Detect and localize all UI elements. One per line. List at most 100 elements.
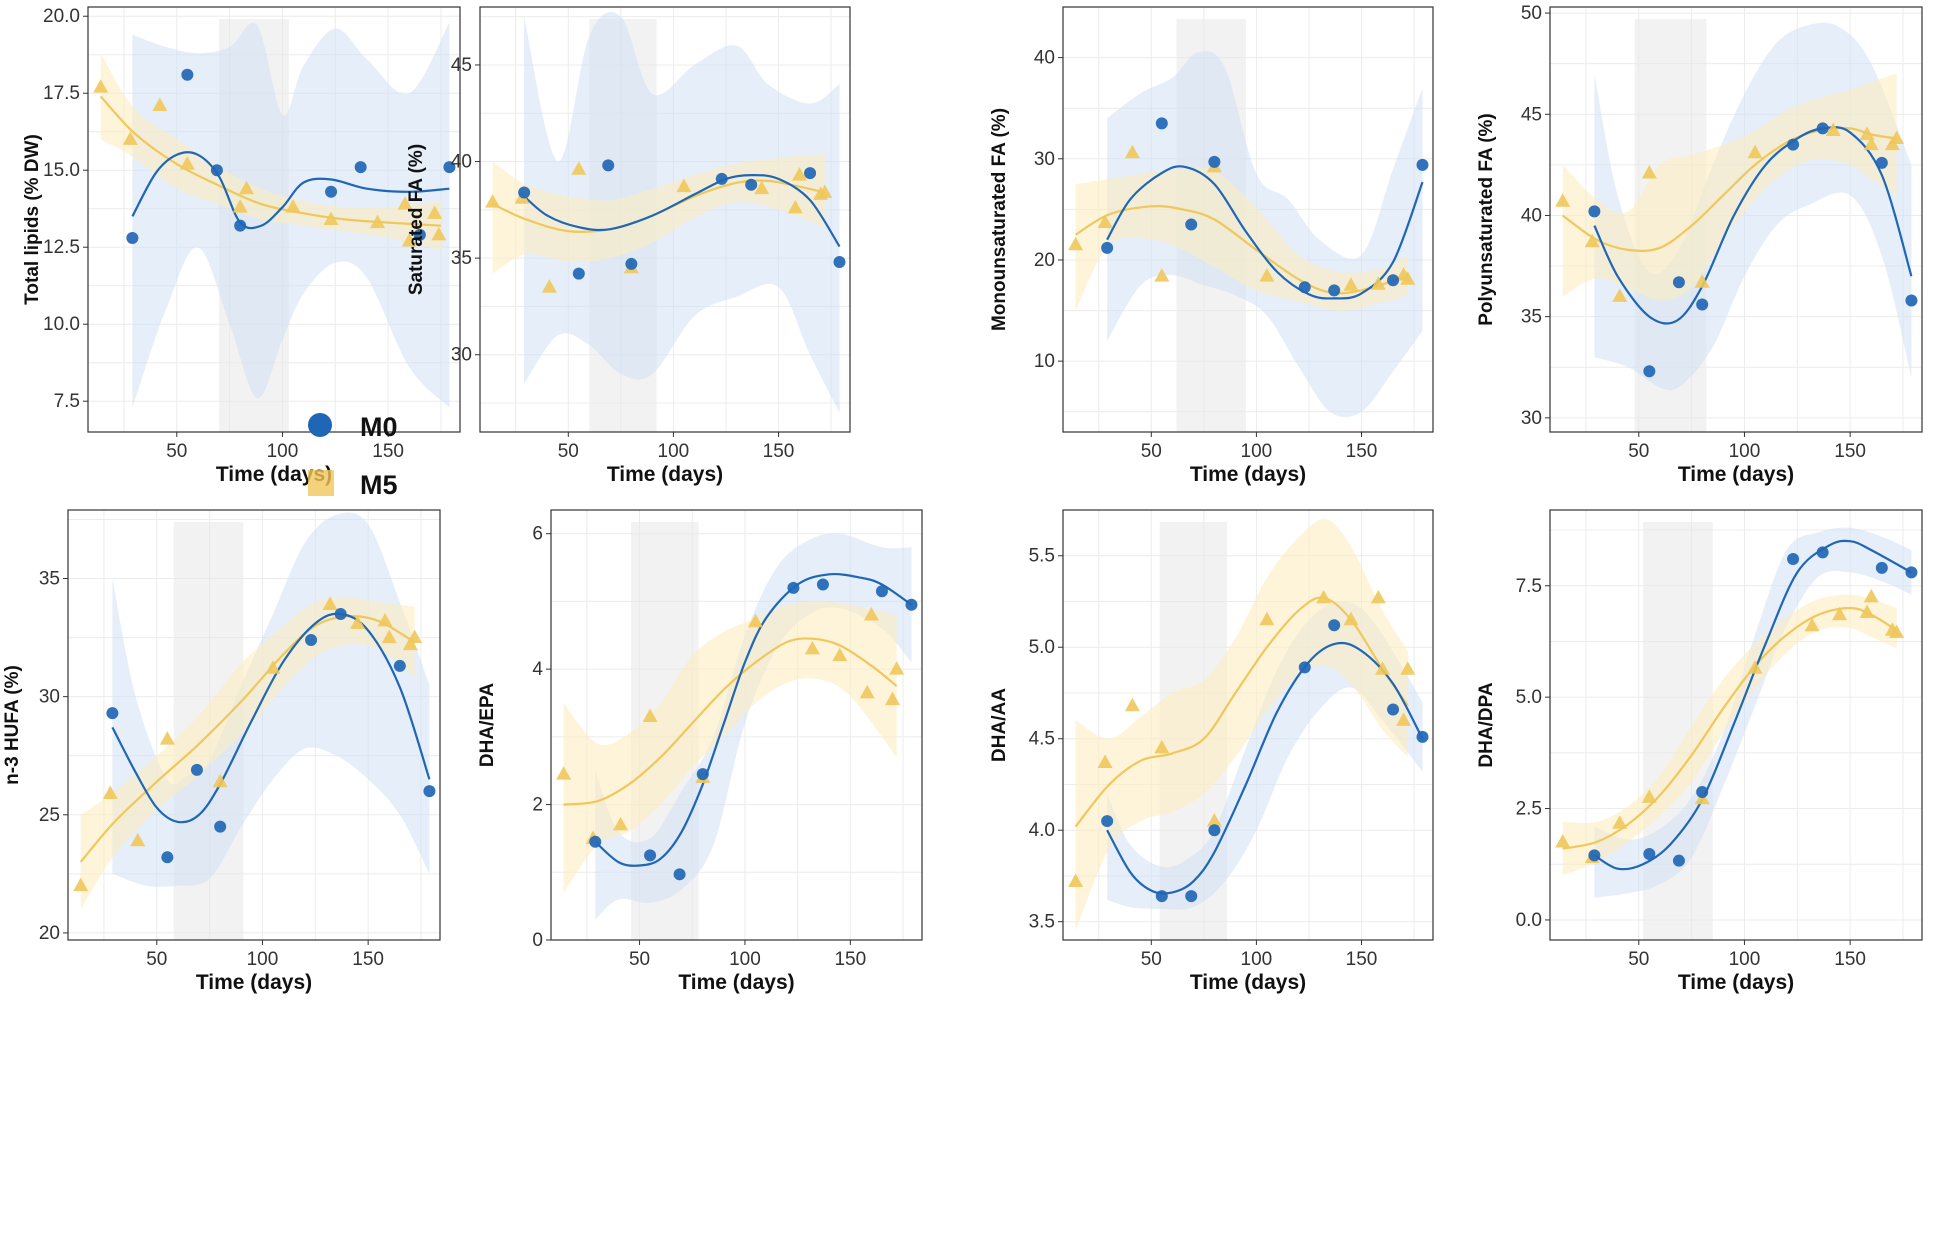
- x-tick-label: 100: [658, 441, 690, 462]
- legend-label-m5: M5: [360, 470, 398, 500]
- x-tick-label: 150: [352, 949, 384, 970]
- plot-border: [550, 509, 923, 941]
- y-tick-label: 4.5: [1029, 729, 1055, 750]
- y-tick-label: 2.5: [1516, 799, 1542, 820]
- plot-border: [1549, 6, 1923, 433]
- plot-border: [1062, 509, 1434, 941]
- plot-border: [479, 6, 851, 433]
- data-point-m0: [572, 267, 585, 280]
- x-axis-title: Time (days): [1190, 463, 1306, 486]
- confidence-band-m5: [1075, 518, 1408, 931]
- data-point-m5: [1555, 193, 1571, 207]
- data-point-m5: [1612, 288, 1628, 302]
- x-tick-label: 100: [1729, 441, 1761, 462]
- data-point-m5: [402, 636, 418, 651]
- plot-body: [485, 12, 846, 413]
- data-point-m0: [1588, 849, 1601, 862]
- x-tick-label: 150: [1834, 949, 1866, 970]
- data-point-m5: [1259, 611, 1275, 626]
- data-point-m5: [427, 205, 443, 219]
- plot-body: [1555, 22, 1918, 391]
- data-point-m0: [602, 159, 615, 172]
- chart-panel-5: 50 100 150 20 25 30 35 Time (days) n-3 HUFA (%): [2, 509, 441, 994]
- plot-body: [1555, 527, 1918, 898]
- data-point-m5: [397, 196, 413, 210]
- data-point-m0: [1875, 156, 1888, 169]
- data-point-m5: [541, 279, 557, 293]
- data-point-m5: [93, 79, 109, 93]
- chart-panel-4: 50 100 150 30 35 40 45 50 Time (days) Polyunsatur…: [1476, 3, 1923, 486]
- data-point-m0: [518, 186, 531, 199]
- y-tick-label: 2: [532, 795, 543, 816]
- data-point-m5: [377, 613, 393, 627]
- data-point-m5: [1068, 873, 1084, 887]
- data-point-m0: [1298, 281, 1311, 294]
- x-axis-title: Time (days): [196, 971, 312, 994]
- x-tick-label: 100: [247, 949, 279, 970]
- data-point-m0: [804, 167, 817, 180]
- y-axis-title: Saturated FA (%): [406, 144, 427, 295]
- data-point-m5: [212, 773, 228, 788]
- data-point-m5: [232, 199, 248, 213]
- y-axis-title: DHA/EPA: [477, 683, 498, 767]
- trend-line-m0: [1106, 165, 1424, 300]
- data-point-m0: [875, 585, 888, 598]
- data-point-m5: [832, 647, 848, 662]
- data-point-m0: [1816, 546, 1829, 559]
- data-point-m5: [1859, 126, 1875, 140]
- y-tick-label: 45: [451, 55, 472, 76]
- x-tick-label: 150: [1834, 441, 1866, 462]
- x-axis-title: Time (days): [1678, 463, 1794, 486]
- data-point-m0: [1905, 566, 1918, 579]
- data-point-m5: [370, 214, 386, 229]
- data-point-m5: [102, 785, 118, 800]
- x-axis-title: Time (days): [216, 463, 332, 486]
- data-point-m0: [190, 763, 203, 776]
- y-tick-label: 25: [39, 805, 60, 826]
- x-tick-label: 50: [629, 949, 650, 970]
- data-point-m5: [1259, 268, 1275, 282]
- x-axis-title: Time (days): [678, 971, 794, 994]
- legend-marker-m0: [308, 413, 332, 437]
- confidence-band-m0: [1107, 601, 1423, 910]
- data-point-m5: [1889, 130, 1905, 145]
- data-point-m0: [1101, 815, 1114, 828]
- y-tick-label: 0.0: [1516, 910, 1542, 931]
- data-point-m0: [1696, 786, 1709, 799]
- data-point-m0: [1328, 619, 1341, 632]
- data-point-m0: [1155, 117, 1168, 130]
- data-point-m5: [1747, 144, 1763, 159]
- data-point-m0: [1208, 155, 1221, 168]
- data-point-m5: [122, 131, 138, 145]
- data-point-m0: [181, 68, 194, 81]
- y-tick-label: 3.5: [1029, 912, 1055, 933]
- data-point-m0: [1387, 274, 1400, 287]
- data-point-m5: [1863, 588, 1879, 603]
- chart-panel-8: 50 100 150 0.0 2.5 5.0 7.5 Time (days) DHA/DPA: [1476, 509, 1923, 994]
- data-point-m0: [393, 659, 406, 672]
- data-point-m5: [1316, 589, 1332, 604]
- data-point-m0: [905, 598, 918, 611]
- data-point-m5: [817, 184, 833, 198]
- y-tick-label: 40: [1521, 205, 1542, 226]
- data-point-m5: [1097, 754, 1113, 769]
- legend: M0 M5: [308, 412, 398, 500]
- confidence-band-m5: [100, 53, 441, 251]
- data-point-m5: [431, 226, 447, 241]
- x-tick-label: 100: [1729, 949, 1761, 970]
- data-point-m5: [1097, 214, 1113, 229]
- data-point-m5: [1124, 697, 1140, 712]
- data-point-m0: [1185, 890, 1198, 903]
- data-point-m0: [1643, 365, 1656, 378]
- plot-border: [1062, 6, 1434, 433]
- trend-line-m0: [1593, 539, 1912, 871]
- data-point-m5: [1747, 660, 1763, 674]
- y-tick-label: 12.5: [43, 237, 80, 258]
- confidence-band-m0: [595, 533, 912, 920]
- y-tick-label: 35: [451, 248, 472, 269]
- x-tick-label: 100: [729, 949, 761, 970]
- data-point-m0: [1416, 730, 1429, 743]
- data-point-m0: [1588, 205, 1601, 218]
- data-point-m0: [1387, 703, 1400, 716]
- plot-body: [93, 22, 456, 408]
